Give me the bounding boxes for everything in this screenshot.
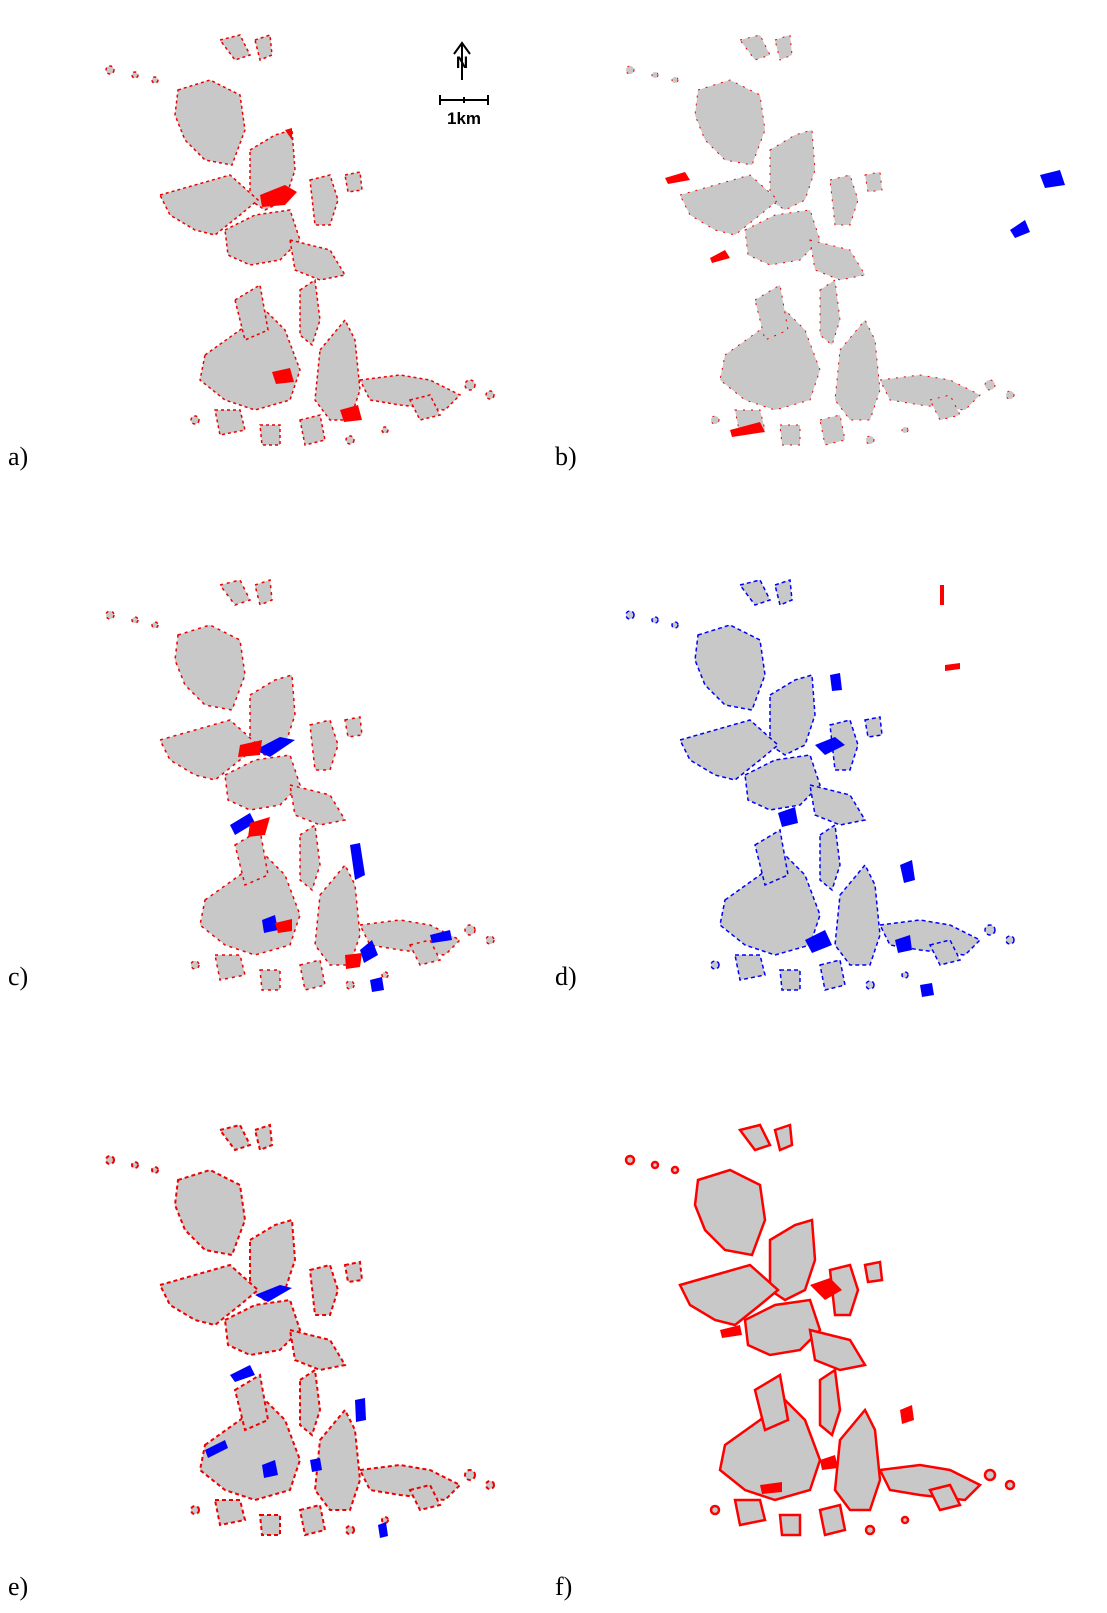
panel-a: a) N 1km [8, 35, 494, 471]
scale-bar [440, 95, 488, 105]
north-label: N [456, 53, 468, 72]
scale-label: 1km [447, 109, 481, 128]
panel-label: e) [8, 1572, 28, 1601]
panel-b: b) [555, 35, 1065, 471]
panel-d: d) [555, 580, 1014, 997]
page: {"panels": [{"label": "a)"}, {"label": "… [0, 0, 1107, 1613]
panel-e: e) [8, 1125, 494, 1601]
figure: a) N 1km b) [0, 0, 1107, 1613]
panel-label: f) [555, 1572, 572, 1601]
panel-f: f) [555, 1125, 1014, 1601]
panel-label: b) [555, 442, 577, 471]
panel-label: a) [8, 442, 28, 471]
panel-label: d) [555, 962, 577, 991]
panel-c: c) [8, 580, 494, 992]
panel-label: c) [8, 962, 28, 991]
